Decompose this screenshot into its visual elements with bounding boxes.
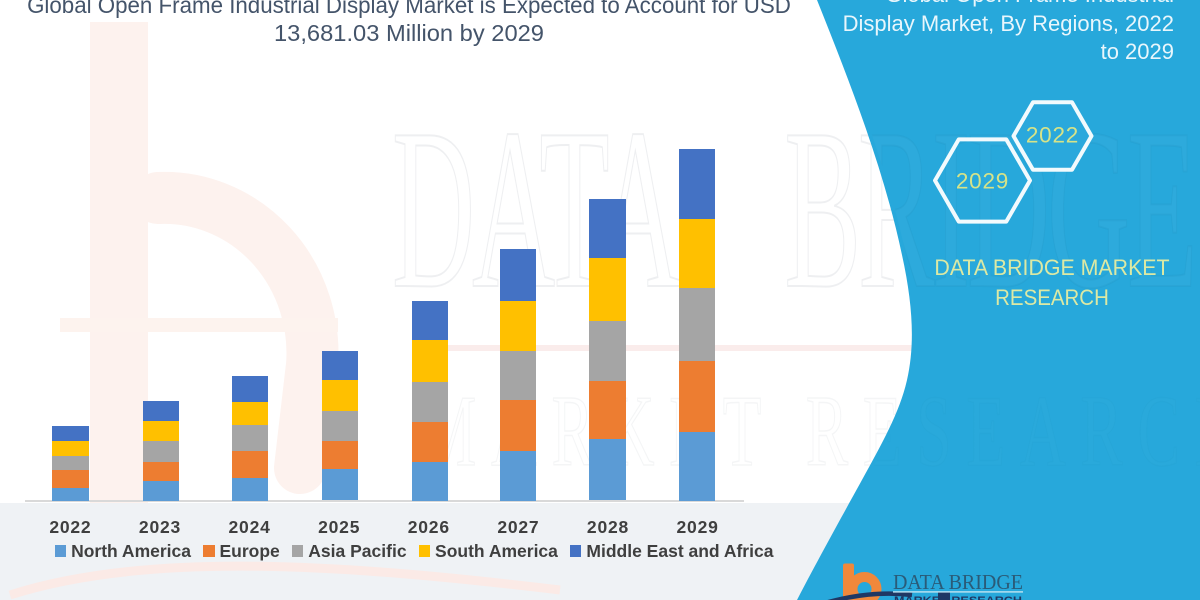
svg-text:DATA BRIDGE: DATA BRIDGE (893, 570, 1023, 594)
svg-text:2029: 2029 (956, 169, 1009, 194)
svg-text:2022: 2022 (1026, 123, 1079, 148)
svg-text:MARKET RESEARCH: MARKET RESEARCH (894, 595, 1022, 600)
